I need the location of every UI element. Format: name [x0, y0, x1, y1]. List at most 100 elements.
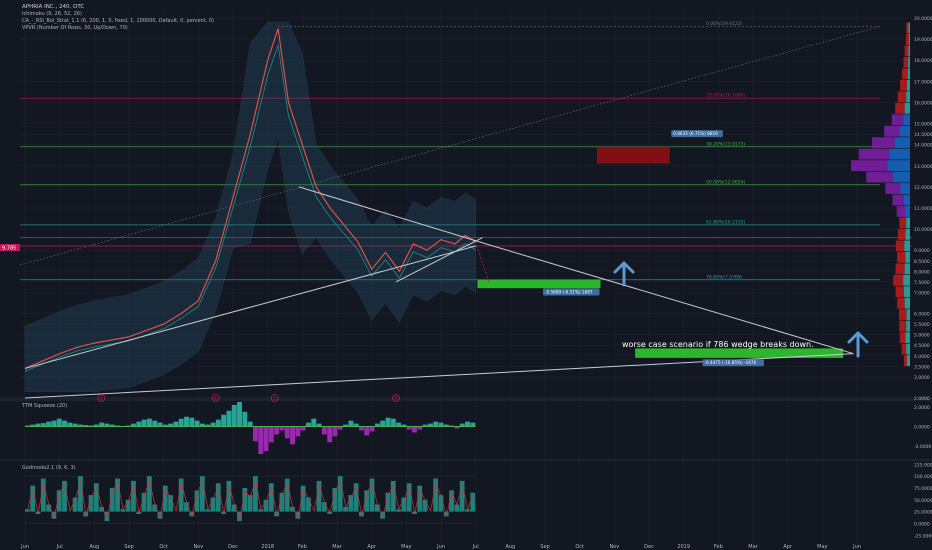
- squeeze-bar: [194, 420, 200, 427]
- godmode-bar: [290, 506, 295, 512]
- symbol-title: APHRIA INC., 240, OTC: [22, 4, 84, 10]
- squeeze-bar: [46, 421, 52, 427]
- y-tick-label: 11.0000: [914, 206, 932, 212]
- trend-line: [492, 245, 854, 355]
- volume-profile-down-bar: [902, 68, 908, 80]
- volume-profile-up-bar: [892, 171, 910, 183]
- godmode-bar: [385, 492, 391, 512]
- volume-profile-down-bar: [906, 22, 909, 34]
- ttm-title: TTM Squeeze (20): [21, 403, 67, 409]
- volume-profile-up-bar: [904, 102, 910, 114]
- x-tick-label: Jun: [852, 544, 861, 550]
- godmode-bar: [252, 476, 258, 512]
- fib-level-label: 38.20%(13.9173): [706, 141, 746, 147]
- price-series: [24, 28, 490, 372]
- volume-profile-down-bar: [884, 125, 900, 137]
- squeeze-bar: [136, 421, 142, 427]
- godmode-bar: [321, 502, 327, 512]
- squeeze-bar: [83, 425, 89, 427]
- time-axis: Jun Jul Aug Sep Oct Nov Dec 2018 Feb Mar Apr May Jun…: [20, 544, 861, 550]
- y-tick-label: 3.5000: [914, 364, 930, 370]
- x-tick-label: May: [817, 544, 827, 550]
- godmode-bar: [401, 497, 407, 512]
- measure-label: 0.8635 (6.71%) 8819: [673, 131, 718, 136]
- godmode-bar: [470, 492, 476, 512]
- godmode-bar: [184, 502, 189, 512]
- x-tick-label: May: [401, 544, 411, 550]
- volume-profile-down-bar: [903, 355, 907, 367]
- squeeze-bar: [406, 426, 412, 430]
- godmode-bar: [433, 478, 439, 512]
- squeeze-bar: [30, 424, 36, 427]
- godmode-bar: [205, 509, 211, 512]
- event-marker-label: E: [273, 396, 276, 401]
- squeeze-bar: [146, 418, 152, 427]
- volume-profile-down-bar: [885, 183, 901, 194]
- godmode-bar: [284, 478, 290, 512]
- y-tick-label: 20.0000: [914, 16, 932, 22]
- bollinger-cloud: [24, 21, 476, 392]
- volume-profile-up-bar: [905, 251, 910, 263]
- y-tick-label: 4.5000: [914, 343, 930, 349]
- godmode-bar: [364, 490, 370, 512]
- godmode-bar: [78, 476, 83, 512]
- godmode-bar: [146, 476, 152, 512]
- volume-profile: [851, 22, 910, 367]
- squeeze-bar: [199, 423, 205, 427]
- y-tick-label: 10.0000: [914, 227, 932, 233]
- y-tick-label: 5.0000: [914, 333, 930, 339]
- volume-profile-down-bar: [866, 171, 893, 183]
- squeeze-bar: [364, 426, 370, 436]
- measure-label: -0.5889 (-6.51%) 1687: [545, 290, 593, 295]
- volume-profile-up-bar: [905, 228, 910, 240]
- volume-profile-down-bar: [897, 228, 906, 240]
- squeeze-bar: [306, 422, 311, 427]
- y-tick-label: 8.5000: [914, 259, 930, 265]
- measure-label-bg: [543, 288, 600, 296]
- indicator-rsi-bol: CA_-_RSI_Bol_Strat_1.1 (6, 200, 1, 0, fi…: [22, 18, 214, 24]
- squeeze-tick-label: 0.0000: [914, 425, 930, 431]
- squeeze-bar: [465, 421, 470, 427]
- trend-line: [298, 186, 494, 247]
- x-tick-label: Aug: [505, 544, 515, 550]
- volume-profile-up-bar: [908, 45, 910, 57]
- godmode-bar: [215, 483, 221, 512]
- squeeze-bar: [247, 421, 253, 427]
- squeeze-bar: [231, 404, 237, 427]
- godmode-bar: [465, 509, 470, 512]
- squeeze-bar: [369, 426, 375, 432]
- squeeze-bar: [221, 414, 227, 427]
- squeeze-bar: [359, 426, 364, 431]
- y-tick-label: 19.0000: [914, 37, 932, 43]
- squeeze-bar: [385, 417, 391, 427]
- fib-level-label: 50.00%(12.0654): [706, 179, 746, 185]
- x-tick-label: Nov: [609, 544, 619, 550]
- godmode-bar: [237, 511, 242, 522]
- volume-profile-down-bar: [858, 148, 890, 160]
- x-tick-label: Mar: [748, 544, 758, 550]
- squeeze-bar: [390, 418, 396, 427]
- squeeze-bar: [62, 420, 68, 427]
- squeeze-bar: [189, 417, 195, 427]
- godmode-bar: [104, 511, 110, 522]
- volume-profile-up-bar: [906, 355, 910, 367]
- volume-profile-down-bar: [895, 240, 905, 252]
- godmode-panel: 125.0000 100.0000 75.0000 50.0000 25.0000 0.0…: [25, 462, 932, 539]
- annotation-text: worse case scenario if 786 wedge breaks …: [622, 340, 814, 349]
- squeeze-bar: [67, 422, 73, 427]
- squeeze-bar: [237, 401, 242, 427]
- squeeze-bar: [380, 420, 386, 427]
- squeeze-bar: [332, 426, 338, 437]
- y-tick-label: 12.0000: [914, 185, 932, 191]
- volume-profile-down-bar: [897, 251, 906, 263]
- y-tick-label: 18.0000: [914, 58, 932, 64]
- squeeze-bar: [353, 423, 359, 427]
- godmode-bar: [242, 488, 248, 512]
- volume-profile-down-bar: [904, 45, 909, 57]
- event-marker-circle: [392, 394, 400, 402]
- volume-profile-up-bar: [903, 194, 910, 206]
- godmode-bar: [194, 490, 200, 512]
- squeeze-bar: [433, 421, 439, 427]
- x-tick-label: Apr: [367, 544, 377, 550]
- godmode-bar: [152, 504, 158, 512]
